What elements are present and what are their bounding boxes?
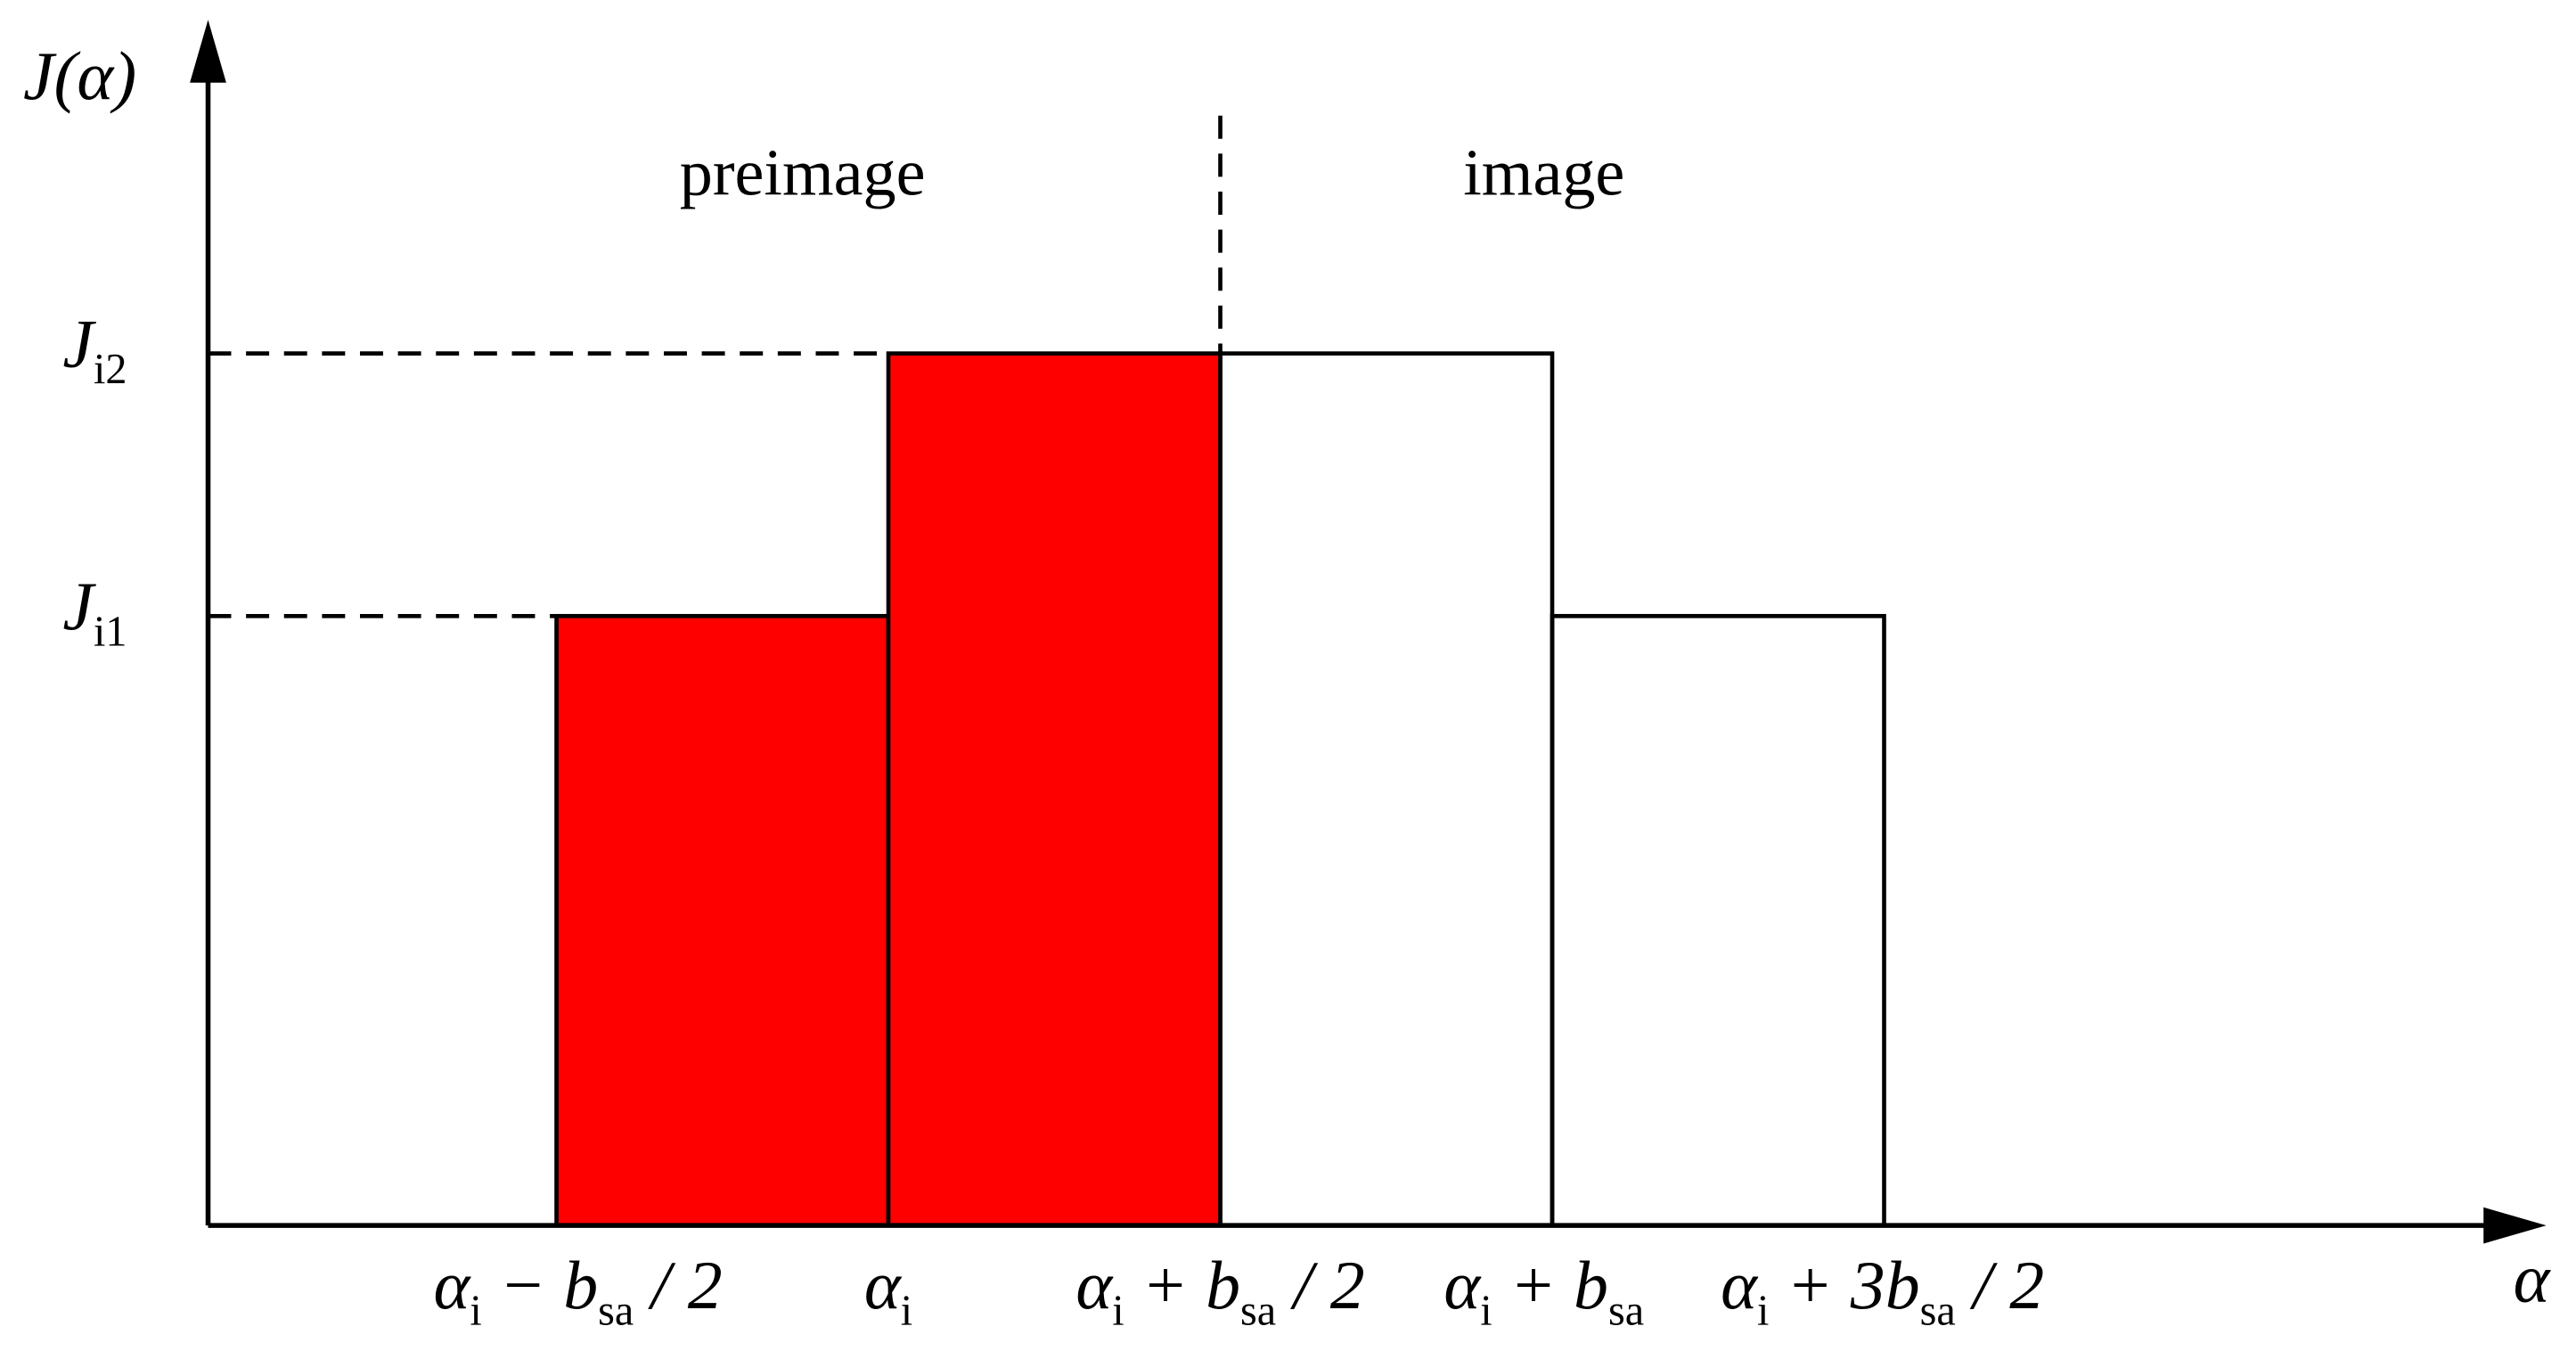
y-arrow [190, 20, 226, 83]
label-text: / 2 [634, 1247, 722, 1323]
label-text: + 3b [1769, 1247, 1919, 1323]
x-tick-label: αi − bsa / 2 [434, 1247, 723, 1335]
x-tick-label: αi + bsa / 2 [1075, 1247, 1364, 1335]
y-tick-label: Ji1 [62, 568, 127, 656]
subscript: i2 [94, 346, 127, 393]
x-tick-label: αi + bsa [1443, 1247, 1644, 1335]
label-text: α [1721, 1247, 1759, 1323]
label-text: α [1075, 1247, 1114, 1323]
region-label: image [1463, 137, 1624, 210]
subscript: i [1757, 1287, 1769, 1334]
label-text: α [434, 1247, 472, 1323]
label-text: J(α) [23, 37, 136, 114]
label-text: / 2 [1956, 1247, 2044, 1323]
subscript: i [470, 1287, 481, 1334]
subscript: sa [1920, 1287, 1956, 1334]
subscript: sa [1608, 1287, 1644, 1334]
bar [1218, 351, 1555, 1228]
label-text: / 2 [1276, 1247, 1364, 1323]
label-text: α [1443, 1247, 1482, 1323]
bar [886, 351, 1223, 1228]
label-text: α [2514, 1240, 2552, 1316]
label-text: + b [1124, 1247, 1240, 1323]
label-text: α [864, 1247, 903, 1323]
subscript: i1 [94, 609, 127, 656]
y-tick-label: Ji2 [62, 305, 127, 393]
bar [554, 613, 891, 1228]
subscript: sa [1240, 1287, 1276, 1334]
x-axis-label: α [2514, 1240, 2552, 1316]
label-text: + b [1492, 1247, 1608, 1323]
y-axis-label: J(α) [23, 37, 136, 114]
x-tick-label: αi + 3bsa / 2 [1721, 1247, 2044, 1335]
subscript: sa [598, 1287, 634, 1334]
subscript: i [1480, 1287, 1492, 1334]
region-label: preimage [680, 137, 926, 210]
x-arrow [2483, 1207, 2547, 1244]
label-text: − b [482, 1247, 598, 1323]
bar [1550, 613, 1886, 1228]
subscript: i [1112, 1287, 1124, 1334]
x-tick-label: αi [864, 1247, 912, 1335]
label-text: J [62, 305, 96, 381]
subscript: i [901, 1287, 912, 1334]
label-text: J [62, 568, 96, 644]
